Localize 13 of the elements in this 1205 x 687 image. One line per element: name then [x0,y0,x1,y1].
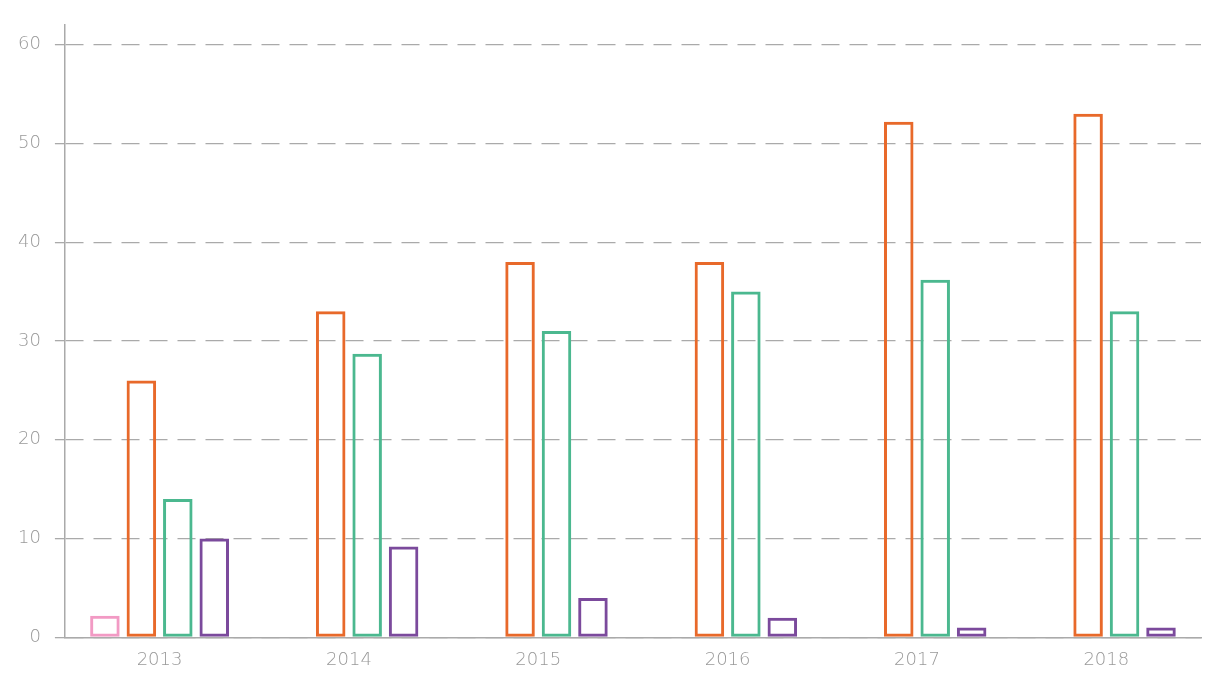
x-tick-label: 2016 [704,647,751,669]
y-tick-label: 0 [29,625,41,647]
y-tick-label: 40 [18,229,41,251]
y-tick-label: 50 [18,131,41,153]
y-tick-label: 20 [18,427,41,449]
x-tick-label: 2018 [1083,647,1130,669]
x-tick-label: 2013 [136,647,183,669]
x-tick-label: 2015 [515,647,562,669]
y-tick-label: 30 [18,328,41,350]
y-tick-label: 60 [18,32,41,54]
x-tick-label: 2014 [326,647,372,669]
y-tick-label: 10 [18,526,41,548]
x-tick-label: 2017 [894,647,940,669]
